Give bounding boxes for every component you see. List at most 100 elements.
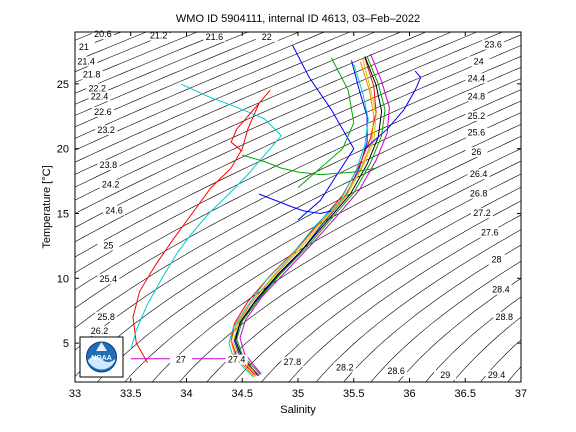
isopycnal-label: 28 <box>491 255 501 265</box>
isopycnal-label: 22.6 <box>94 107 112 117</box>
x-tick-label: 33 <box>69 388 81 400</box>
isopycnal-line <box>75 66 521 291</box>
isopycnal-label: 24.4 <box>468 73 486 83</box>
isopycnal-label: 24.6 <box>105 206 123 216</box>
isopycnal-label: 28.2 <box>336 362 354 372</box>
series-line <box>233 60 368 376</box>
isopycnal-lines <box>75 32 521 382</box>
y-axis-label: Temperature [°C] <box>41 165 53 248</box>
isopycnal-label: 25.2 <box>468 111 486 121</box>
isopycnal-line <box>75 32 351 151</box>
isopycnal-line <box>343 244 521 382</box>
isopycnal-label: 22.2 <box>89 84 107 94</box>
isopycnal-line <box>75 32 504 228</box>
isopycnal-label-bg <box>91 107 114 117</box>
series-line <box>236 56 386 375</box>
x-axis-ticks: 33 33.5 34 34.5 35 35.5 36 36.5 37 <box>69 32 527 400</box>
isopycnal-label: 21.6 <box>206 32 224 42</box>
isopycnal-label: 23.2 <box>97 125 115 135</box>
isopycnal-label-bg <box>88 91 111 102</box>
x-tick-label: 35.5 <box>343 388 364 400</box>
isopycnal-label-bg <box>467 56 490 67</box>
isopycnal-label-bg <box>99 179 122 190</box>
isopycnal-line <box>75 32 478 214</box>
isopycnal-label-bg <box>478 227 501 238</box>
isopycnal-label: 21.8 <box>83 69 101 79</box>
isopycnal-label-bg <box>203 31 226 42</box>
series-line <box>132 103 260 363</box>
series-line <box>242 154 377 176</box>
isopycnal-line <box>75 32 453 201</box>
isopycnal-line <box>75 45 521 258</box>
isopycnal-line <box>151 148 521 382</box>
isopycnal-label: 26.4 <box>470 169 488 179</box>
y-tick-label: 15 <box>57 208 69 220</box>
isopycnal-label: 21.2 <box>150 31 168 41</box>
isopycnal-label-bg <box>385 366 408 377</box>
isopycnal-label: 27.6 <box>481 228 499 238</box>
series-line <box>130 358 260 376</box>
isopycnal-label-bg <box>434 370 457 381</box>
series-line <box>297 57 355 188</box>
isopycnal-label-bg <box>80 69 103 80</box>
isopycnal-label: 21 <box>79 42 89 52</box>
isopycnal-line <box>75 89 521 329</box>
isopycnal-label: 27.2 <box>473 208 491 218</box>
x-tick-label: 36.5 <box>455 388 476 400</box>
isopycnal-label: 24 <box>474 56 484 66</box>
isopycnal-label: 28.4 <box>492 285 510 295</box>
isopycnal-line <box>75 100 521 351</box>
isopycnal-label: 26.2 <box>91 326 109 336</box>
noaa-logo: NOAA <box>79 336 124 378</box>
isopycnal-label-bg <box>95 125 118 136</box>
isopycnal-line <box>75 32 427 188</box>
isopycnal-line <box>315 229 521 382</box>
isopycnal-line <box>75 112 521 378</box>
isopycnal-label: 22.4 <box>91 91 109 101</box>
isopycnal-label-bg <box>465 91 488 102</box>
isopycnal-label-bg <box>465 110 488 121</box>
isopycnal-label: 25.8 <box>97 312 115 322</box>
noaa-logo-text: NOAA <box>91 355 112 362</box>
isopycnal-label-bg <box>465 147 488 158</box>
isopycnal-label-bg <box>86 83 109 94</box>
isopycnal-label: 28.6 <box>387 366 405 376</box>
isopycnal-line <box>75 34 521 243</box>
isopycnal-line <box>75 56 521 274</box>
isopycnal-line <box>370 260 521 382</box>
isopycnal-label: 29 <box>440 370 450 380</box>
x-tick-label: 33.5 <box>120 388 141 400</box>
isopycnal-label-bg <box>467 188 490 199</box>
y-tick-label: 10 <box>57 273 69 285</box>
isopycnal-label-bg <box>72 42 95 53</box>
isopycnal-label-bg <box>489 284 512 295</box>
isopycnal-label-bg <box>97 160 120 171</box>
isopycnal-line <box>75 32 326 139</box>
series-line <box>230 57 377 376</box>
series-line <box>230 61 375 378</box>
isopycnal-label-bg <box>97 274 120 285</box>
isopycnal-label-bg <box>103 205 125 216</box>
isopycnal-label: 29.4 <box>488 370 506 380</box>
x-tick-label: 37 <box>515 388 527 400</box>
x-tick-label: 36 <box>403 388 415 400</box>
isopycnal-label: 22 <box>262 32 272 42</box>
isopycnal-label-bg <box>333 362 356 373</box>
series-line <box>291 44 355 221</box>
isopycnal-label-bg <box>97 240 120 251</box>
isopycnal-label-bg <box>465 73 488 84</box>
isopycnal-label: 25.6 <box>468 128 486 138</box>
isopycnal-label: 23.8 <box>100 160 118 170</box>
isopycnal-line <box>75 32 173 73</box>
series-line <box>258 193 332 215</box>
isopycnal-label-bg <box>281 357 304 368</box>
y-tick-label: 25 <box>57 79 69 91</box>
y-tick-label: 5 <box>63 338 69 350</box>
isopycnal-label: 27 <box>176 355 186 365</box>
y-axis-ticks: 5 10 15 20 25 <box>57 79 521 350</box>
isopycnal-line <box>75 32 249 105</box>
isopycnal-label: 25 <box>103 241 113 251</box>
x-tick-label: 34 <box>180 388 192 400</box>
isopycnal-label: 24.8 <box>468 91 486 101</box>
